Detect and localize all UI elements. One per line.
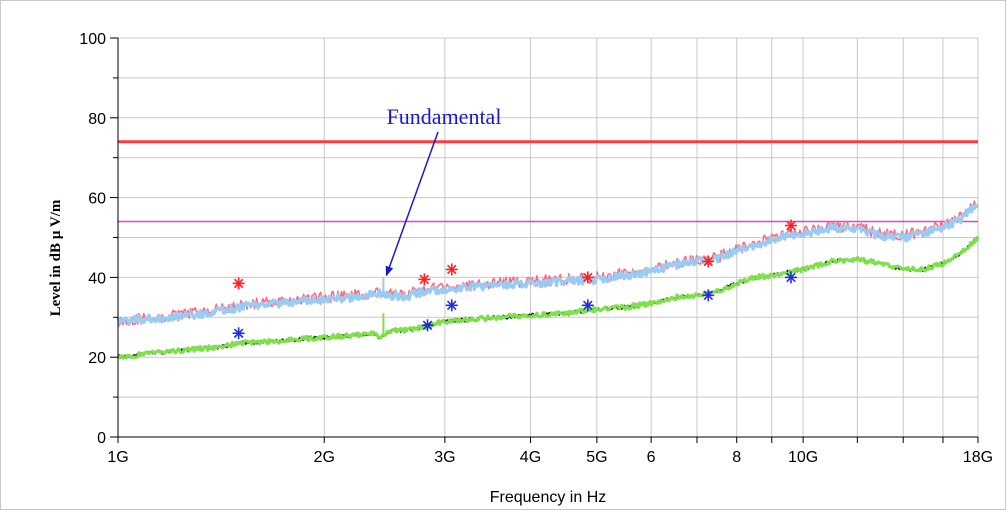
y-tick-label: 100 [79, 31, 106, 48]
annotation-arrow [385, 131, 439, 277]
marker-stroke [446, 264, 457, 275]
peak-marker [581, 271, 594, 284]
marker-stroke [703, 290, 714, 301]
series-line [116, 203, 979, 326]
y-axis-title: Level in dB µ V/m [48, 199, 64, 316]
marker-stroke [583, 272, 593, 283]
peak-markers [232, 219, 797, 340]
grid [117, 37, 979, 437]
y-tick-label: 40 [88, 270, 106, 287]
y-tick-label: 60 [88, 191, 106, 208]
limit-lines [118, 140, 978, 223]
marker-stroke [786, 220, 796, 231]
tick-labels: 0 20 40 60 80 100 1G 2G 3G 4G 5G 6 8 10G 18G [79, 31, 993, 466]
series-lines [116, 200, 980, 360]
peak-marker [784, 219, 797, 232]
marker-stroke [233, 328, 244, 339]
peak-marker [702, 289, 715, 302]
peak-marker [418, 273, 431, 286]
x-tick-label: 5G [586, 449, 607, 466]
x-tick-label: 8 [732, 449, 741, 466]
series-line [117, 200, 979, 328]
y-tick-label: 0 [97, 430, 106, 447]
x-tick-label: 1G [107, 449, 128, 466]
x-tick-label: 18G [963, 449, 993, 466]
marker-stroke [446, 300, 457, 311]
peak-marker [581, 299, 594, 312]
x-tick-label: 2G [314, 449, 335, 466]
x-axis-title: Frequency in Hz [490, 489, 607, 506]
peak-marker [702, 255, 715, 268]
y-tick-label: 20 [88, 350, 106, 367]
axes [110, 37, 979, 443]
marker-stroke [703, 256, 714, 267]
marker-stroke [419, 274, 430, 285]
x-tick-label: 4G [520, 449, 541, 466]
y-tick-label: 80 [88, 111, 106, 128]
marker-stroke [786, 272, 796, 283]
marker-stroke [233, 278, 244, 289]
x-tick-label: 10G [788, 449, 818, 466]
annotations: Fundamental [385, 104, 502, 277]
peak-marker [232, 277, 245, 290]
peak-marker [232, 327, 245, 340]
x-tick-label: 3G [434, 449, 455, 466]
peak-marker [445, 299, 458, 312]
peak-marker [445, 263, 458, 276]
marker-stroke [583, 300, 593, 311]
peak-marker [421, 319, 434, 332]
peak-marker [784, 271, 797, 284]
marker-stroke [422, 320, 433, 331]
annotation-label: Fundamental [387, 104, 502, 129]
series-line [116, 236, 980, 360]
x-tick-label: 6 [647, 449, 656, 466]
